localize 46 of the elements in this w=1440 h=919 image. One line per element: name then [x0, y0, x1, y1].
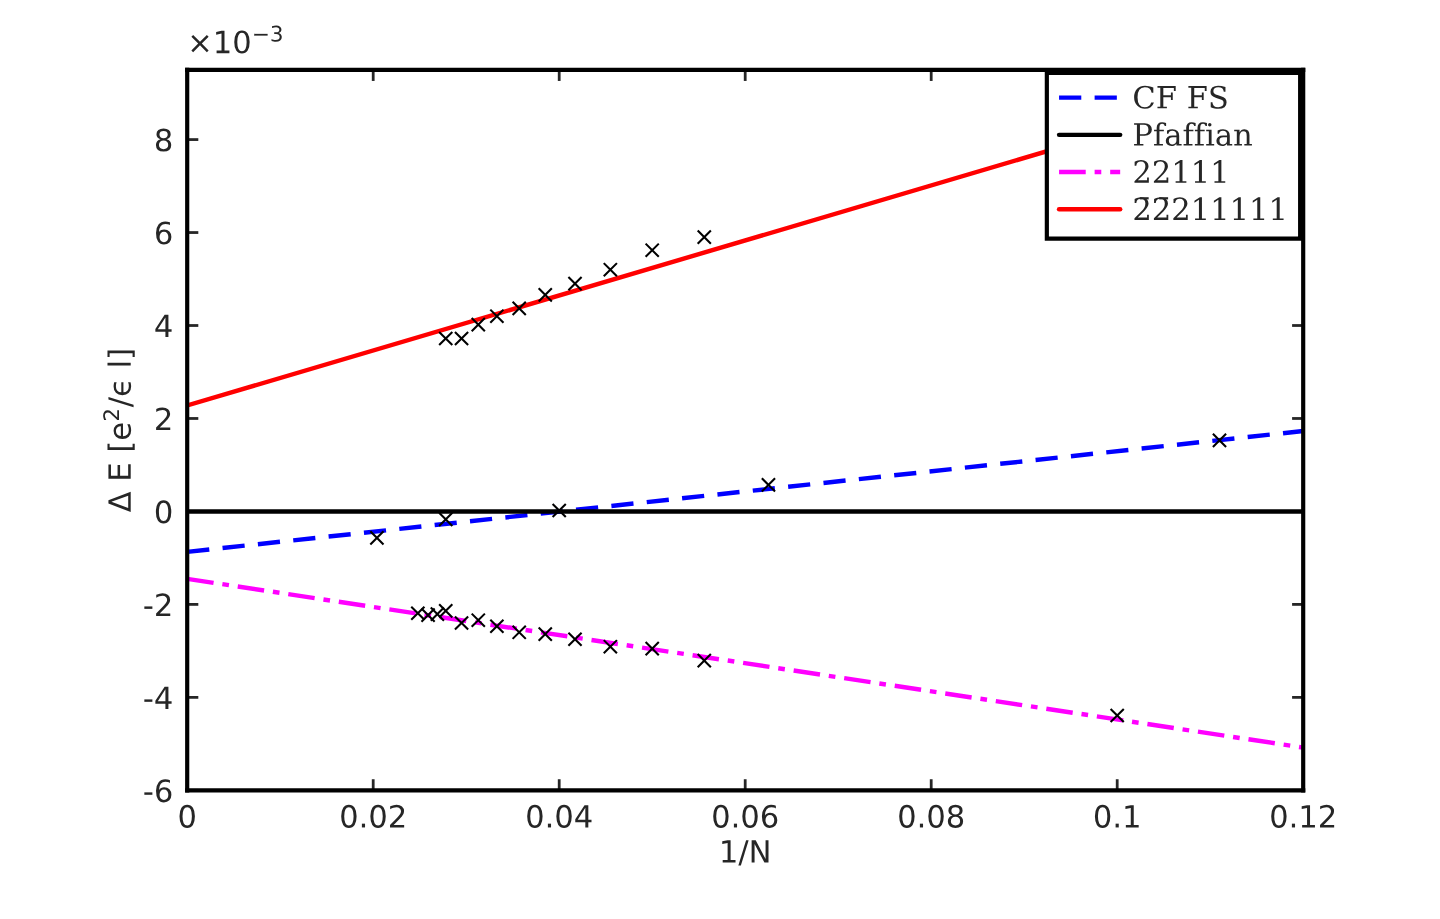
point	[551, 502, 567, 519]
point	[511, 624, 527, 640]
point	[567, 276, 583, 292]
point	[696, 229, 712, 245]
y-tick-label: 2	[156, 407, 171, 431]
x-tick-label: 0.08	[899, 804, 964, 828]
point	[537, 287, 553, 303]
legend-label: 22111	[1134, 160, 1226, 183]
point	[453, 615, 470, 631]
point	[1211, 432, 1228, 448]
x-tick-label: 0	[179, 804, 195, 828]
point	[696, 653, 712, 669]
legend-label: Pfaffian	[1134, 122, 1252, 146]
y-tick-label: -4	[144, 686, 172, 709]
point	[602, 262, 618, 278]
point	[489, 308, 505, 324]
x-tick-label: 0.1	[1094, 804, 1139, 828]
point	[438, 511, 454, 527]
x-axis-title: 1/N	[722, 840, 769, 866]
x-tick-label: 0.12	[1271, 804, 1335, 828]
y-tick-label: 8	[155, 128, 172, 152]
y-tick-label: 6	[156, 221, 172, 245]
y-tick-label: 4	[155, 314, 172, 338]
x-tick-label: 0.04	[527, 804, 592, 828]
y-axis-title: Δ E [e$^{2}$/ϵ l]	[103, 350, 135, 513]
point	[602, 639, 618, 655]
point	[567, 631, 583, 647]
point	[644, 640, 660, 657]
x-tick-label: 0.02	[341, 804, 405, 828]
point	[511, 300, 527, 316]
y-tick-label: -6	[144, 779, 172, 803]
point	[470, 316, 486, 333]
legend-label: CF FS	[1134, 85, 1227, 109]
point	[470, 612, 486, 628]
point	[369, 530, 385, 546]
legend-label: 2̄2̄211111	[1134, 197, 1284, 220]
point	[1109, 707, 1125, 724]
y-tick-label: 0	[155, 500, 172, 524]
point	[537, 626, 553, 642]
point	[644, 242, 660, 258]
text: ×10$^{−3}$	[191, 25, 282, 54]
y-tick-label: -2	[144, 593, 171, 617]
point	[760, 477, 777, 493]
x-tick-label: 0.06	[713, 804, 778, 828]
point	[489, 618, 505, 634]
point	[438, 603, 454, 619]
